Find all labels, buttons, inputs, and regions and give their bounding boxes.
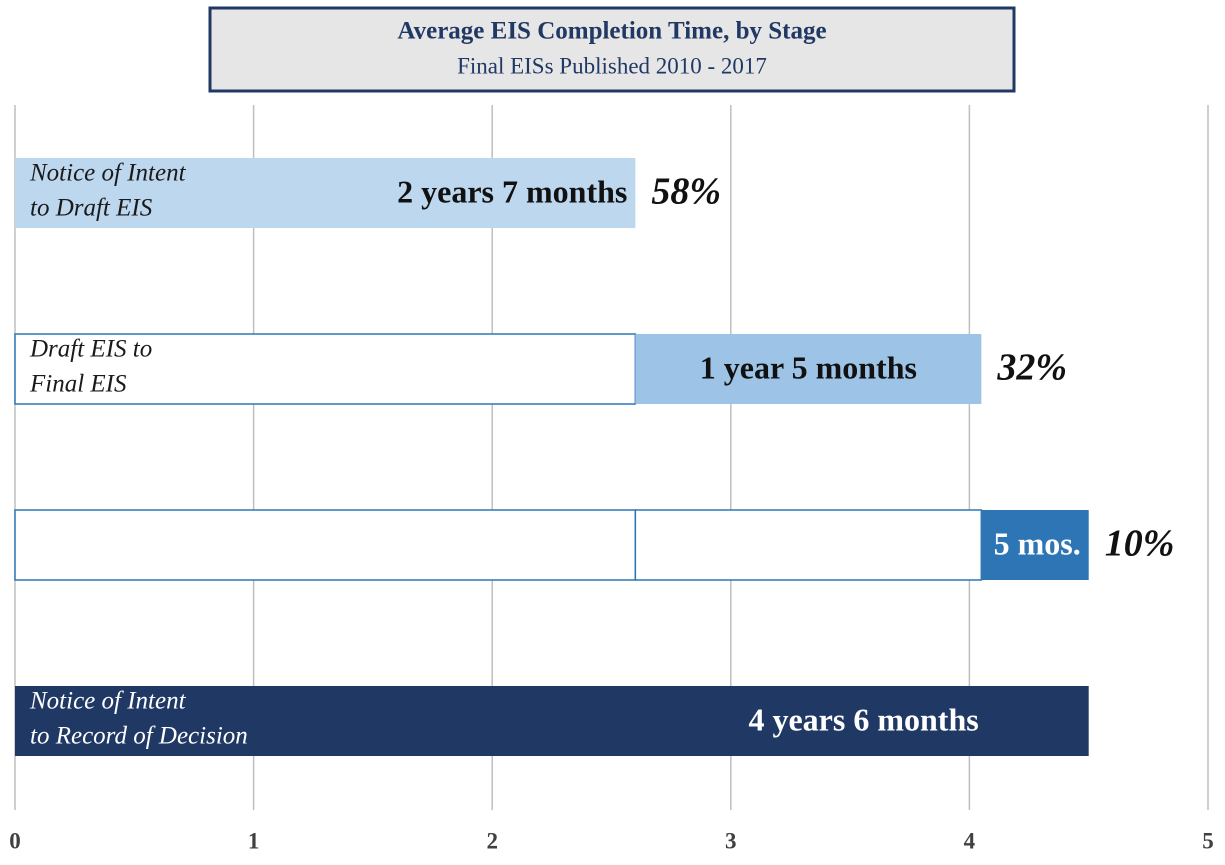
category-label: Record of Decision <box>29 547 222 574</box>
offset-box <box>14 509 637 581</box>
bar <box>15 158 636 228</box>
x-tick-label: 4 <box>964 828 976 853</box>
bar <box>981 510 1089 580</box>
category-label: Notice of Intent <box>29 160 187 187</box>
value-label: 1 year 5 months <box>700 349 917 385</box>
category-label: to Draft EIS <box>30 195 153 222</box>
share-label: 32% <box>996 347 1067 389</box>
share-label: 10% <box>1105 523 1175 565</box>
share-label: 58% <box>651 171 721 213</box>
category-label: Notice of Intent <box>29 688 187 715</box>
bar <box>15 686 1089 756</box>
x-tick-label: 3 <box>725 828 737 853</box>
offset-box <box>14 333 637 405</box>
value-label: 5 mos. <box>994 525 1081 561</box>
value-label: 4 years 6 months <box>748 701 978 737</box>
bar <box>635 334 982 404</box>
offset-box <box>634 509 983 581</box>
x-tick-label: 0 <box>9 828 21 853</box>
x-tick-label: 5 <box>1202 828 1214 853</box>
chart-title: Average EIS Completion Time, by Stage <box>397 18 826 45</box>
category-label: Draft EIS to <box>29 336 152 363</box>
x-tick-label: 2 <box>486 828 498 853</box>
category-label: to Record of Decision <box>30 723 248 750</box>
x-tick-label: 1 <box>248 828 260 853</box>
title-box <box>208 6 1016 93</box>
chart-subtitle: Final EISs Published 2010 - 2017 <box>457 53 767 78</box>
category-label: Final EIS to <box>29 512 152 539</box>
value-label: 2 years 7 months <box>397 173 627 209</box>
category-label: Final EIS <box>29 371 127 398</box>
